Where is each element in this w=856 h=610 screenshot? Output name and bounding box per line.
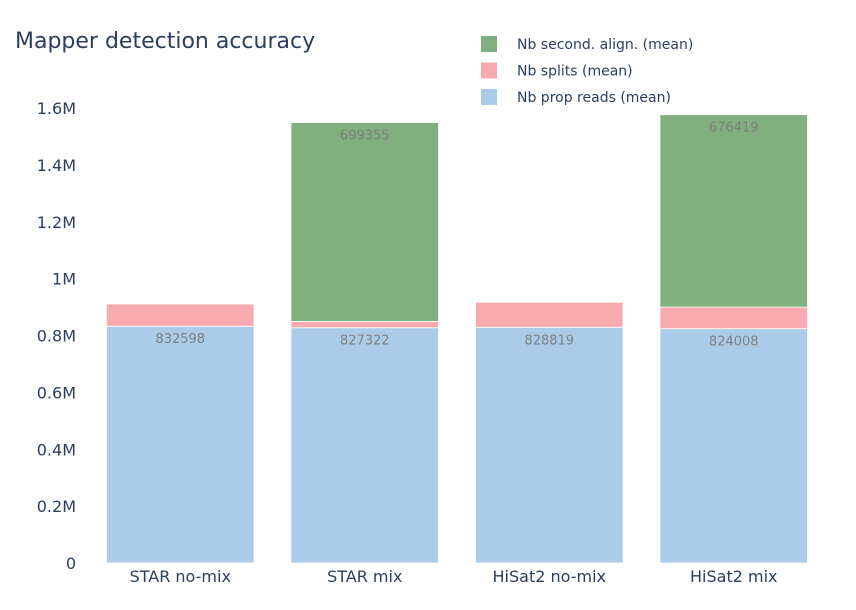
bar-segment [659,306,808,330]
data-label: 827322 [340,334,390,349]
legend: Nb second. align. (mean) Nb splits (mean)… [481,36,693,106]
bar-segment [106,303,255,327]
chart-title: Mapper detection accuracy [15,29,315,54]
bar-segment [106,325,255,564]
x-tick-label: HiSat2 no-mix [493,567,606,586]
y-tick-label: 1M [52,270,76,289]
y-tick-label: 0.4M [37,440,76,459]
legend-swatch [481,89,497,105]
legend-swatch [481,36,497,52]
bar-segment [290,122,439,322]
legend-label: Nb second. align. (mean) [517,37,693,53]
bar-segment [290,321,439,329]
bar-segment [659,114,808,308]
y-tick-label: 1.6M [37,99,76,118]
y-tick-label: 0 [66,554,76,573]
y-tick-label: 1.4M [37,156,76,175]
data-label: 828819 [524,333,574,348]
y-tick-label: 0.6M [37,383,76,402]
data-label: 824008 [709,335,759,350]
y-tick-label: 1.2M [37,213,76,232]
x-axis: STAR no-mix STAR mix HiSat2 no-mix HiSat2 m… [130,567,778,586]
legend-label: Nb splits (mean) [517,64,633,80]
x-tick-label: HiSat2 mix [690,567,777,586]
bar-segment [475,301,624,328]
data-label: 676419 [709,121,759,136]
bars: 832598 827322 699355 828819 824008 676419 [106,114,808,564]
legend-swatch [481,62,497,79]
bar-segment [659,328,808,564]
legend-label: Nb prop reads (mean) [517,90,671,106]
y-tick-label: 0.8M [37,327,76,346]
x-tick-label: STAR mix [327,567,402,586]
y-tick-label: 0.2M [37,497,76,516]
y-axis: 0 0.2M 0.4M 0.6M 0.8M 1M 1.2M 1.4M 1.6M [37,99,76,573]
data-label: 832598 [155,332,205,347]
bar-segment [475,326,624,564]
x-tick-label: STAR no-mix [130,567,231,586]
bar-segment [290,327,439,564]
data-label: 699355 [340,129,390,144]
